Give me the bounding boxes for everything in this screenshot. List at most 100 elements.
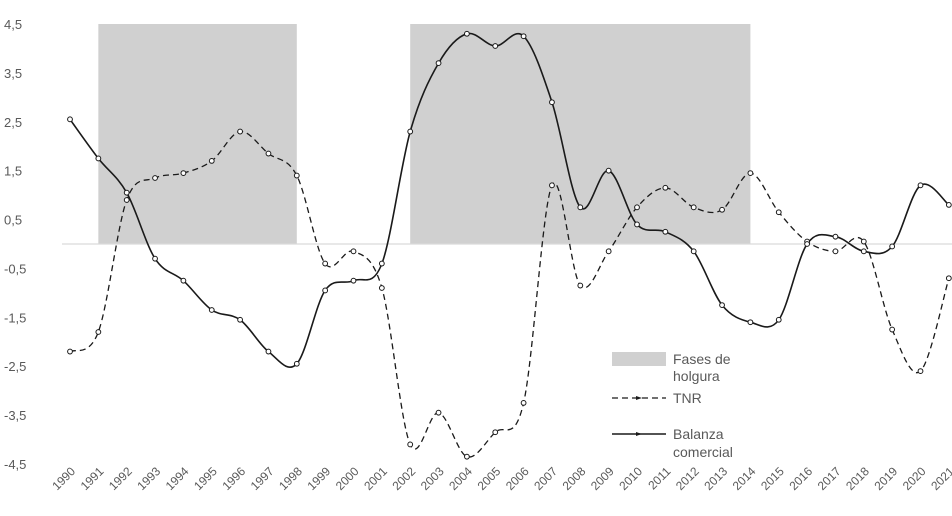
x-tick-label: 1999 (304, 464, 333, 493)
y-tick-label: -0,5 (4, 261, 26, 276)
point-tnr-2010 (634, 204, 640, 211)
series-group (69, 32, 950, 458)
y-tick-label: -3,5 (4, 408, 26, 423)
point-balanza-comercial-2019 (889, 243, 896, 250)
point-balanza-comercial-2018 (860, 248, 867, 255)
x-tick-label: 2014 (730, 464, 759, 493)
x-tick-label: 2012 (673, 464, 702, 493)
shaded-period-2 (410, 24, 751, 244)
point-tnr-2008 (577, 282, 584, 289)
point-tnr-2020 (917, 368, 924, 375)
x-tick-label: 2007 (531, 464, 560, 493)
x-tick-label: 1990 (49, 464, 78, 493)
point-tnr-1995 (208, 157, 215, 164)
point-balanza-comercial-1990 (67, 116, 73, 123)
point-balanza-comercial-2015 (775, 316, 782, 323)
legend-marker-balanza (636, 432, 642, 436)
point-balanza-comercial-1996 (237, 316, 244, 323)
legend-label-balanza-line1: Balanza (673, 426, 724, 442)
x-tick-label: 2011 (645, 464, 673, 492)
x-tick-label: 1992 (106, 464, 135, 493)
y-tick-label: 2,5 (4, 115, 22, 130)
x-axis: 1990 1991 1992 1993 1994 1995 1996 1997 1998 1999… (49, 464, 952, 493)
x-tick-label: 1993 (134, 464, 163, 493)
x-tick-label: 2009 (588, 464, 617, 493)
point-balanza-comercial-1997 (265, 348, 272, 355)
point-tnr-1996 (237, 128, 244, 135)
x-tick-label: 2003 (418, 464, 447, 493)
point-tnr-2011 (662, 184, 669, 191)
x-tick-label: 2016 (786, 464, 815, 493)
y-tick-label: -2,5 (4, 359, 26, 374)
point-tnr-2004 (464, 453, 470, 460)
point-tnr-2002 (407, 441, 414, 448)
x-tick-label: 2001 (361, 464, 390, 493)
series-line-balanza-comercial (69, 32, 950, 369)
x-tick-label: 2004 (446, 464, 475, 493)
point-tnr-2003 (435, 409, 442, 416)
point-balanza-comercial-2008 (577, 204, 584, 211)
point-tnr-2006 (520, 399, 527, 406)
point-tnr-2013 (719, 206, 725, 213)
point-balanza-comercial-2001 (378, 260, 385, 267)
point-balanza-comercial-2005 (492, 43, 499, 49)
y-tick-label: 1,5 (4, 164, 22, 179)
point-tnr-2012 (690, 204, 697, 211)
point-tnr-1993 (152, 175, 158, 181)
point-tnr-2015 (775, 209, 782, 216)
point-balanza-comercial-2006 (520, 33, 527, 40)
point-balanza-comercial-1998 (293, 360, 300, 367)
y-axis: 4,5 3,5 2,5 1,5 0,5 -0,5 -1,5 -2,5 -3,5 -4,5 (4, 17, 26, 472)
x-tick-label: 2002 (390, 464, 419, 493)
x-tick-label: 2010 (616, 464, 645, 493)
x-tick-label: 2013 (701, 464, 730, 493)
x-tick-label: 1995 (191, 464, 220, 493)
y-tick-label: -4,5 (4, 457, 26, 472)
x-tick-label: 1996 (219, 464, 248, 493)
point-balanza-comercial-2000 (350, 277, 357, 284)
x-tick-label: 2015 (758, 464, 787, 493)
point-tnr-2017 (832, 248, 839, 255)
point-balanza-comercial-2007 (549, 99, 555, 106)
shaded-period-1 (98, 24, 297, 244)
x-tick-label: 2018 (843, 464, 872, 493)
point-tnr-2014 (747, 170, 754, 177)
x-tick-label: 2017 (815, 464, 844, 493)
point-balanza-comercial-1999 (322, 287, 329, 294)
point-balanza-comercial-2011 (662, 228, 669, 235)
point-balanza-comercial-1994 (180, 277, 187, 284)
legend-label-shade-line2: holgura (673, 368, 720, 384)
point-tnr-2009 (605, 248, 612, 255)
point-tnr-2021 (945, 275, 952, 282)
point-balanza-comercial-2012 (690, 248, 697, 255)
point-balanza-comercial-2002 (407, 128, 414, 135)
point-tnr-1998 (293, 172, 300, 179)
point-tnr-1992 (123, 197, 130, 203)
point-tnr-1994 (180, 170, 187, 177)
y-tick-label: 4,5 (4, 17, 22, 32)
legend-swatch-shade (612, 352, 666, 366)
x-tick-label: 1991 (78, 464, 107, 493)
point-tnr-2019 (889, 326, 896, 333)
y-tick-label: 0,5 (4, 213, 22, 228)
point-tnr-2007 (549, 182, 555, 189)
x-tick-label: 2005 (475, 464, 504, 493)
point-balanza-comercial-1992 (123, 189, 130, 196)
point-tnr-1991 (95, 329, 102, 335)
x-tick-label: 2008 (560, 464, 589, 493)
series-line-tnr (69, 130, 950, 458)
point-tnr-2005 (492, 429, 499, 436)
point-tnr-1997 (265, 150, 272, 157)
legend-label-shade-line1: Fases de (673, 351, 731, 367)
point-balanza-comercial-2010 (634, 221, 640, 228)
legend-label-tnr: TNR (673, 390, 702, 406)
shaded-periods (98, 24, 751, 244)
x-tick-label: 2020 (900, 464, 929, 493)
markers-group (67, 30, 952, 460)
x-tick-label: 2006 (503, 464, 532, 493)
point-balanza-comercial-2009 (605, 167, 612, 174)
x-tick-label: 2000 (333, 464, 362, 493)
point-tnr-1999 (322, 260, 329, 267)
point-balanza-comercial-2004 (464, 30, 470, 37)
